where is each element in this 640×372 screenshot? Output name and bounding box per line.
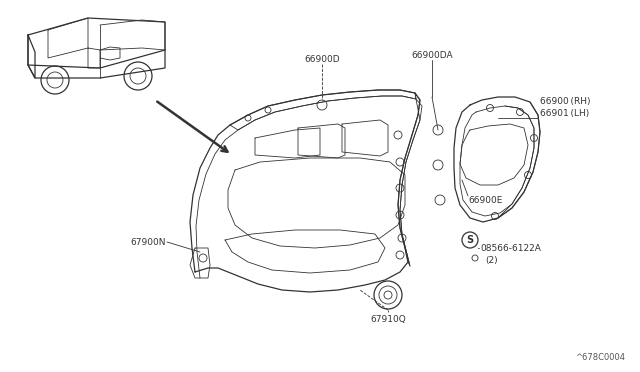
Text: (2): (2): [485, 256, 498, 264]
Text: 66900 (RH): 66900 (RH): [540, 97, 591, 106]
Text: 66900E: 66900E: [468, 196, 502, 205]
Text: 66900D: 66900D: [304, 55, 340, 64]
Text: 66900DA: 66900DA: [411, 51, 453, 60]
Text: 66901 (LH): 66901 (LH): [540, 109, 589, 118]
Text: 67900N: 67900N: [131, 237, 166, 247]
Text: ^678C0004: ^678C0004: [575, 353, 625, 362]
Text: S: S: [467, 235, 474, 245]
Text: 67910Q: 67910Q: [370, 315, 406, 324]
Text: 08566-6122A: 08566-6122A: [480, 244, 541, 253]
